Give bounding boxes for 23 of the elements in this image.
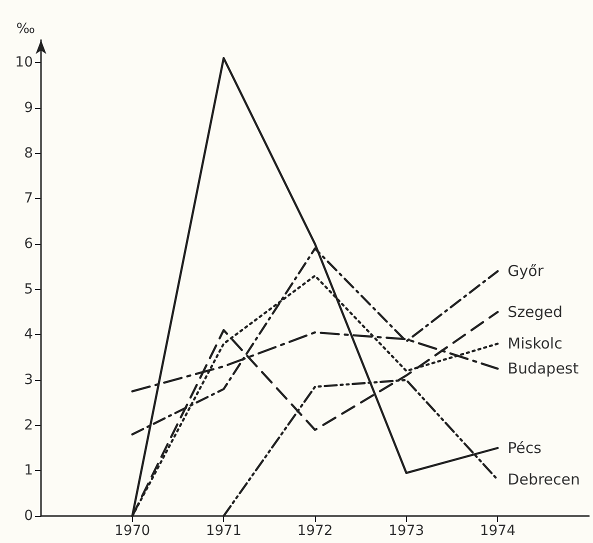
- y-tick-label: 3: [24, 372, 33, 388]
- y-tick-label: 6: [24, 236, 34, 252]
- y-tick-label: 8: [24, 145, 33, 162]
- y-tick-label: 4: [24, 326, 34, 343]
- y-tick-label: 7: [24, 190, 33, 207]
- x-tick-label: 1973: [388, 523, 424, 539]
- y-tick-label: 1: [24, 462, 33, 479]
- y-tick-label: 9: [24, 100, 33, 116]
- y-tick-label: 10: [15, 54, 33, 71]
- y-tick-label: 2: [24, 417, 33, 434]
- series-label: Győr: [508, 262, 544, 280]
- y-axis-title: ‰: [16, 21, 36, 37]
- x-tick-label: 1972: [297, 523, 333, 539]
- x-tick-label: 1974: [480, 523, 516, 539]
- series-label: Budapest: [508, 360, 579, 378]
- y-tick-label: 0: [24, 508, 33, 524]
- series-label: Miskolc: [508, 334, 562, 353]
- x-tick-label: 1970: [114, 523, 150, 539]
- y-tick-label: 5: [24, 281, 33, 298]
- series-label: Debrecen: [508, 470, 580, 489]
- series-label: Szeged: [508, 303, 563, 321]
- series-label: Pécs: [508, 439, 542, 457]
- x-tick-label: 1971: [206, 523, 242, 539]
